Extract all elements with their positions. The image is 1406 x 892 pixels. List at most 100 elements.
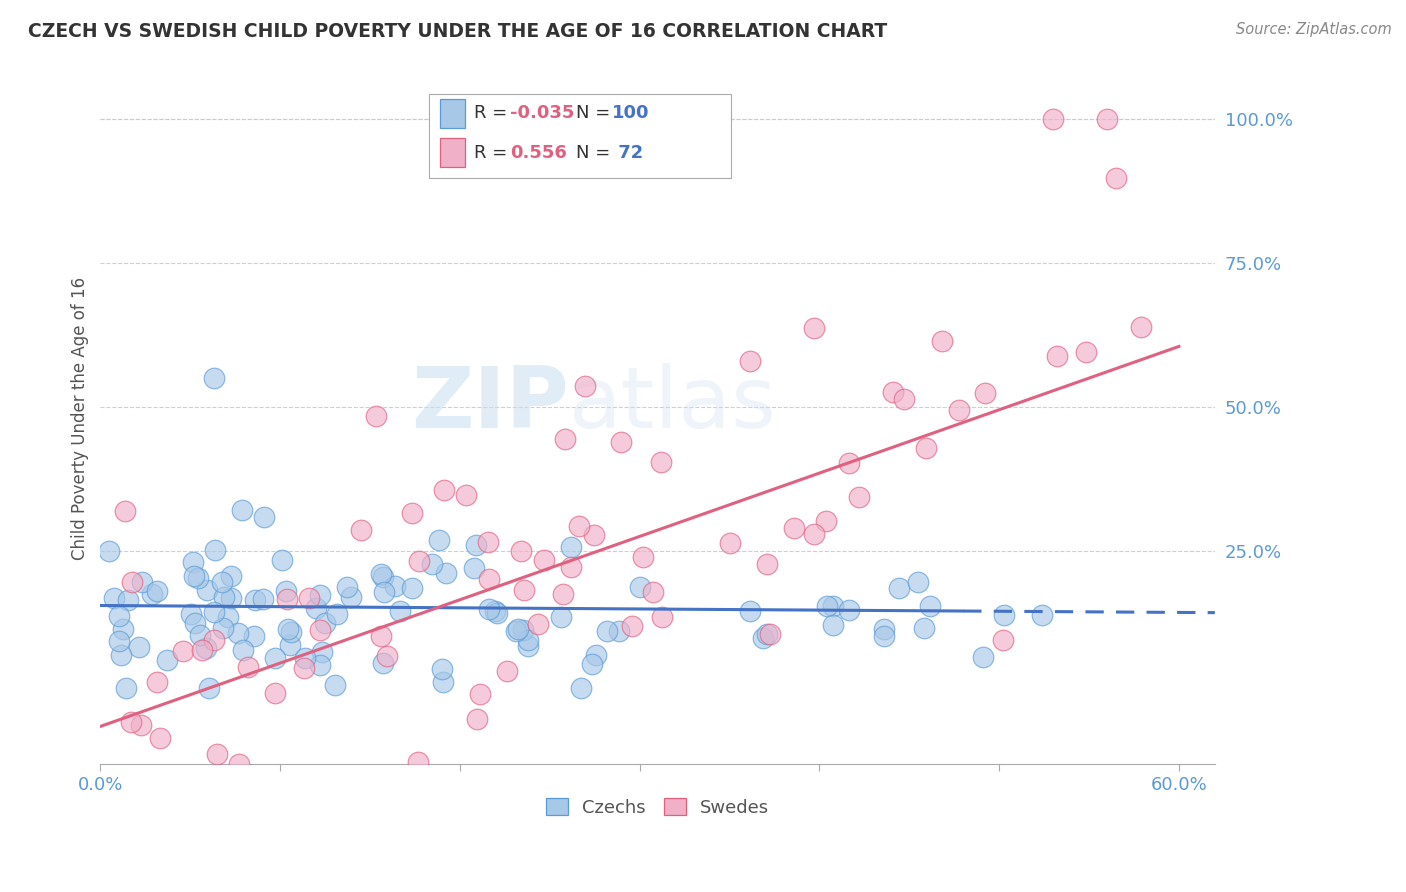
Point [718, 535, 741, 549]
Point [309, 623, 332, 637]
Text: 100: 100 [612, 104, 650, 122]
Point [117, 593, 139, 607]
Point [131, 718, 153, 732]
Point [278, 638, 301, 652]
Point [308, 658, 330, 673]
Point [907, 574, 929, 589]
Point [204, 632, 226, 647]
Point [212, 590, 235, 604]
Point [478, 602, 501, 616]
Point [377, 648, 399, 663]
Point [146, 584, 169, 599]
Point [187, 571, 209, 585]
Point [202, 605, 225, 619]
Point [211, 575, 233, 590]
Point [838, 456, 860, 470]
Point [264, 651, 287, 665]
Point [305, 601, 328, 615]
Point [527, 616, 550, 631]
Point [298, 591, 321, 606]
Point [149, 731, 172, 745]
Point [738, 354, 761, 368]
Point [114, 504, 136, 518]
Point [226, 626, 249, 640]
Point [1046, 349, 1069, 363]
Point [974, 385, 997, 400]
Point [271, 553, 294, 567]
Point [610, 435, 633, 450]
Point [433, 483, 456, 498]
Point [384, 579, 406, 593]
Point [893, 392, 915, 406]
Point [253, 510, 276, 524]
Point [509, 543, 531, 558]
Point [470, 688, 492, 702]
Point [505, 624, 527, 638]
Point [991, 632, 1014, 647]
Point [596, 624, 619, 638]
Point [477, 535, 499, 549]
Point [219, 569, 242, 583]
Point [243, 628, 266, 642]
Point [740, 604, 762, 618]
Point [484, 604, 506, 618]
Point [115, 681, 138, 695]
Point [191, 642, 214, 657]
Point [131, 574, 153, 589]
Point [550, 609, 572, 624]
Point [465, 712, 488, 726]
Point [370, 566, 392, 581]
Point [181, 555, 204, 569]
Point [108, 609, 131, 624]
Point [581, 657, 603, 671]
Point [752, 632, 775, 646]
Point [574, 378, 596, 392]
Point [205, 747, 228, 761]
Point [314, 616, 336, 631]
Point [915, 441, 938, 455]
Point [553, 587, 575, 601]
Point [432, 674, 454, 689]
Point [1074, 344, 1097, 359]
Text: N =: N = [576, 144, 616, 161]
Point [508, 622, 530, 636]
Point [370, 629, 392, 643]
Point [427, 533, 450, 547]
Point [759, 627, 782, 641]
Point [276, 584, 298, 599]
Point [803, 527, 825, 541]
Point [276, 591, 298, 606]
Point [406, 755, 429, 769]
Point [188, 628, 211, 642]
Point [103, 591, 125, 605]
Point [172, 644, 194, 658]
Point [277, 623, 299, 637]
Point [325, 678, 347, 692]
Point [756, 557, 779, 571]
Point [156, 653, 179, 667]
Point [401, 581, 423, 595]
Point [120, 715, 142, 730]
Point [972, 650, 994, 665]
Point [560, 540, 582, 554]
Point [873, 629, 896, 643]
Point [420, 557, 443, 571]
Point [311, 644, 333, 658]
Point [141, 587, 163, 601]
Point [912, 621, 935, 635]
Point [204, 543, 226, 558]
Point [783, 521, 806, 535]
Point [183, 615, 205, 630]
Point [651, 609, 673, 624]
Point [217, 610, 239, 624]
Point [821, 618, 844, 632]
Point [607, 624, 630, 638]
Y-axis label: Child Poverty Under the Age of 16: Child Poverty Under the Age of 16 [72, 277, 89, 560]
Point [478, 573, 501, 587]
Text: R =: R = [474, 144, 513, 161]
Point [326, 607, 349, 621]
Point [212, 621, 235, 635]
Point [517, 632, 540, 647]
Point [340, 591, 363, 605]
Point [263, 685, 285, 699]
